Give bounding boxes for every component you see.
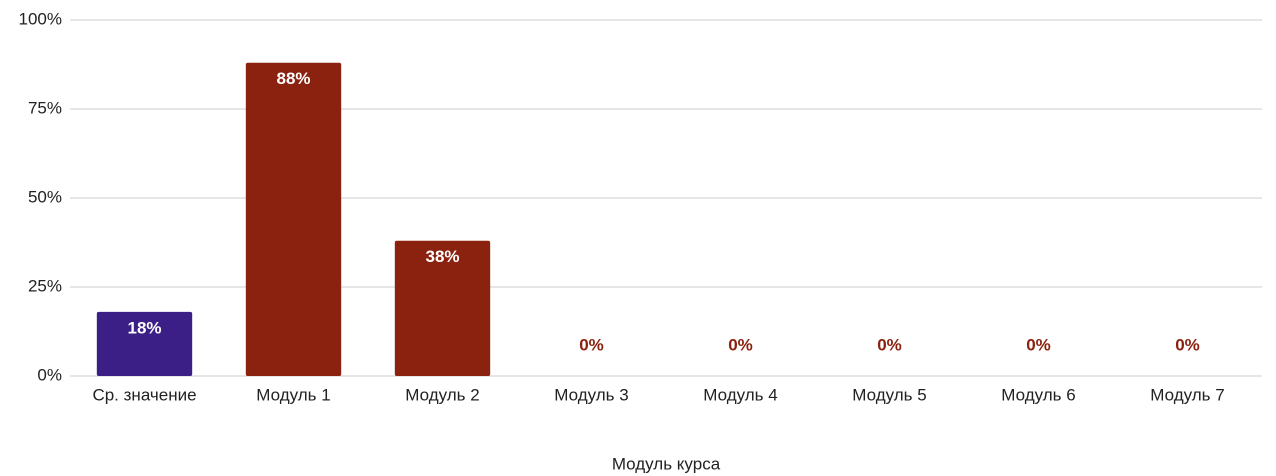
y-tick-label: 0%: [37, 365, 62, 384]
data-label: 38%: [425, 247, 459, 266]
bar: [96, 311, 193, 376]
y-tick-label: 100%: [19, 9, 62, 28]
x-tick-label: Модуль 3: [554, 385, 628, 404]
x-tick-label: Ср. значение: [92, 385, 196, 404]
x-tick-label: Модуль 7: [1150, 385, 1224, 404]
data-label: 18%: [127, 318, 161, 337]
data-label: 0%: [579, 335, 604, 354]
y-tick-label: 75%: [28, 98, 62, 117]
data-label: 0%: [1026, 335, 1051, 354]
y-tick-label: 50%: [28, 187, 62, 206]
x-tick-label: Модуль 1: [256, 385, 330, 404]
data-label: 0%: [1175, 335, 1200, 354]
x-tick-label: Модуль 4: [703, 385, 777, 404]
data-label: 0%: [877, 335, 902, 354]
x-tick-label: Модуль 2: [405, 385, 479, 404]
x-axis-title: Модуль курса: [612, 454, 721, 473]
x-tick-label: Модуль 6: [1001, 385, 1075, 404]
data-label: 88%: [276, 69, 310, 88]
bar: [394, 240, 491, 376]
bar: [245, 62, 342, 376]
x-tick-label: Модуль 5: [852, 385, 926, 404]
data-label: 0%: [728, 335, 753, 354]
y-tick-label: 25%: [28, 276, 62, 295]
